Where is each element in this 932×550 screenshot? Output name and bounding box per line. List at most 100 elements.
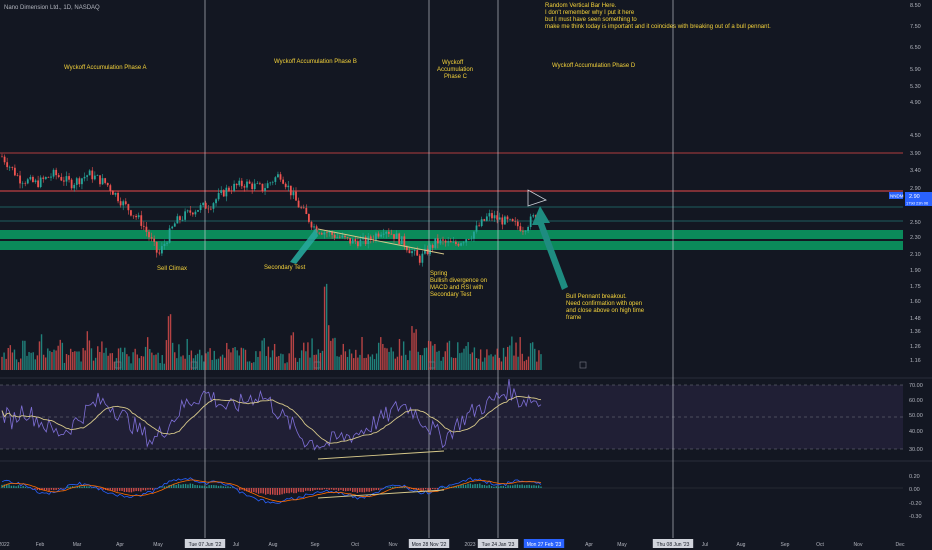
macd-histogram-bar [142,488,144,491]
macd-histogram-bar [86,486,88,488]
price-tick-label: 1.26 [910,344,921,350]
candle-body [529,216,532,227]
last-price-text: 2.90 [909,194,920,200]
candle-body [452,241,455,243]
time-tick-label: May [617,542,627,548]
volume-bar [461,352,463,370]
candle-body [390,233,393,235]
volume-bar [180,356,182,370]
macd-histogram-bar [509,485,512,488]
candle-body [248,181,251,184]
candle-body [258,183,261,184]
candle-body [199,205,202,211]
candle-body [50,176,52,178]
candle-body [197,210,199,212]
volume-bar [269,357,272,370]
macd-histogram-bar [149,488,151,490]
volume-bar [219,356,222,370]
time-axis-badge [523,539,565,548]
candle-body [473,231,475,239]
macd-histogram-bar [526,484,528,488]
macd-histogram-bar [158,487,161,488]
volume-bar [469,353,471,370]
time-axis-badge [477,539,519,548]
candle-body [359,239,362,247]
candle-body [65,176,68,182]
macd-histogram-bar [493,486,495,488]
volume-bar [377,342,380,370]
candle-body [81,178,83,185]
volume-bar [350,353,353,370]
candle-body [532,215,535,217]
macd-histogram-bar [111,488,114,491]
macd-histogram-bar [340,488,342,490]
secondary-test-label: Secondary Test [264,265,306,271]
macd-histogram-bar [194,484,196,488]
candle-body [194,211,197,215]
candle-body [189,210,192,213]
volume-bar [20,358,22,370]
macd-histogram-bar [337,488,340,491]
volume-bar [159,363,161,370]
macd-pane [1,477,542,504]
candle-body [271,181,274,183]
volume-bar [40,334,43,370]
macd-tick-label: 0.20 [909,474,920,480]
candle-body [387,231,390,234]
divergence-line-rsi [317,450,445,460]
macd-histogram-bar [279,488,281,495]
volume-bar [107,355,109,370]
volume-bar [105,347,107,370]
event-marker [114,361,122,369]
volume-bar [527,356,530,370]
candle-body [506,216,509,220]
volume-bar [99,351,101,370]
time-tick-label: Aug [269,542,278,548]
time-tick-label: Thu 08 Jun '23 [657,542,690,548]
price-axis: 8.50 7.50 6.50 5.90 5.30 4.90 4.50 3.90 3.40 2.90… [910,3,921,364]
macd-histogram-bar [130,488,133,493]
macd-histogram-bar [486,485,488,488]
volume-bar [515,342,517,370]
candle-body [503,216,506,225]
volume-bar [251,362,253,370]
volume-bar [278,355,280,370]
candle-body [277,174,279,178]
candle-body [181,219,184,221]
volume-bar [32,352,34,370]
macd-histogram-bar [97,488,100,489]
volume-bar [5,358,7,370]
macd-histogram-bar [50,488,53,490]
macd-histogram-bar [417,488,420,490]
volume-bar [521,353,523,370]
time-tick-label: Jul [233,542,239,548]
volume-bar [417,351,419,370]
volume-bar [126,354,128,370]
macd-histogram-bar [151,488,154,491]
macd-histogram-bar [311,488,314,491]
macd-histogram-bar [88,486,90,488]
candle-body [323,232,326,235]
candle-body [207,208,210,210]
volume-bar [213,350,215,370]
macd-histogram-bar [361,488,363,493]
countdown-text: 179d 23h 06 [906,201,929,206]
macd-histogram-bar [537,485,540,488]
macd-histogram-bar [46,488,48,491]
candle-body [222,190,225,197]
volume-bar [467,342,469,370]
volume-bar [482,361,484,370]
volume-bar [3,352,5,370]
macd-histogram-bar [250,488,253,493]
candle-body [429,245,432,254]
volume-bar [479,349,482,370]
macd-histogram-bar [126,488,128,492]
candle-body [467,239,470,240]
candle-body [292,191,295,196]
macd-histogram-bar [464,484,467,488]
macd-histogram-bar [161,487,163,488]
phase-c-label-1: Wyckoff [442,60,464,66]
volume-bar [92,360,95,370]
candle-body [96,175,99,176]
